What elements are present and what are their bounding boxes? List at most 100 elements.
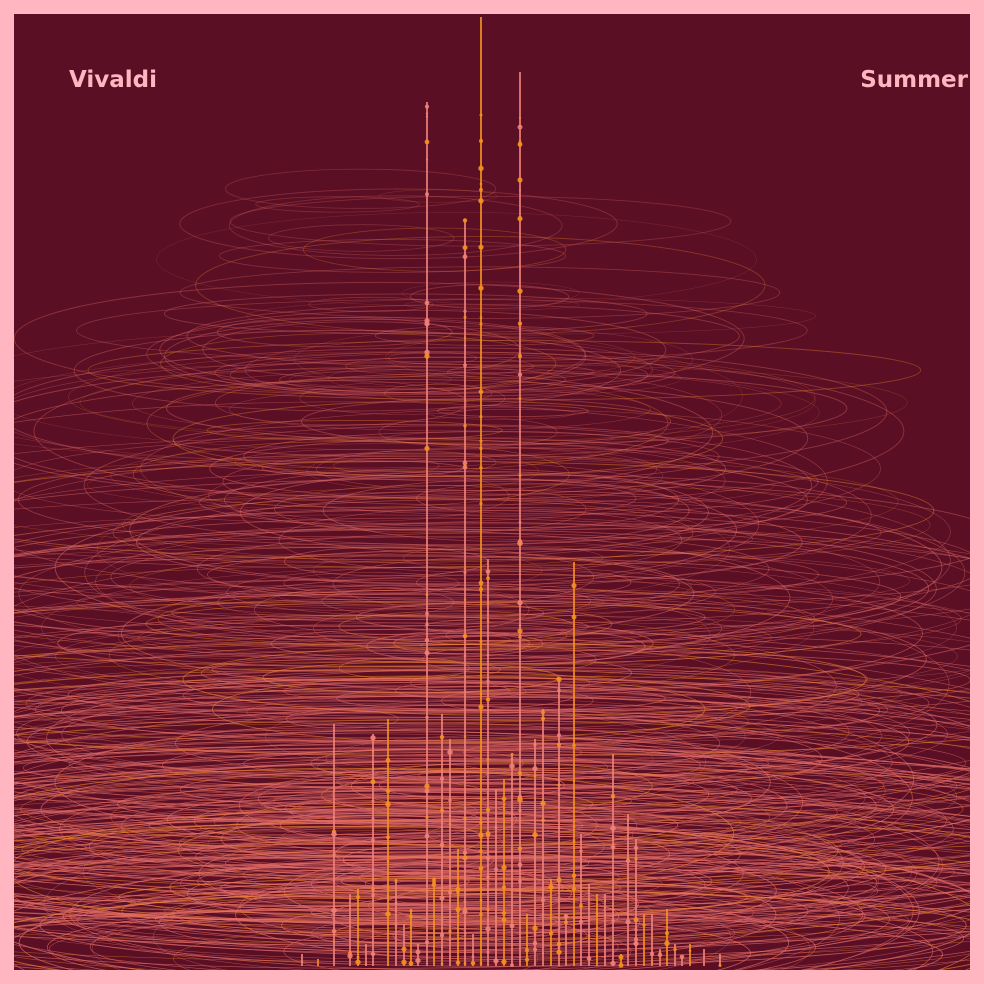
note-dot (517, 796, 523, 803)
ripple-ring (322, 479, 690, 542)
ripple-ring (14, 781, 970, 817)
note-dot (518, 189, 522, 192)
ripple-ring (160, 332, 557, 394)
ripple-ring (14, 753, 970, 900)
artwork-canvas: Vivaldi Summer (14, 14, 970, 970)
ripple-ring (14, 782, 970, 947)
ripple-ring (14, 864, 970, 886)
note-dot (634, 857, 638, 861)
ripple-ring (156, 212, 757, 307)
ripple-ring (14, 437, 872, 594)
note-dot (448, 890, 452, 895)
note-dot (364, 963, 368, 966)
ripple-ring (46, 667, 970, 809)
season-title: Summer (860, 67, 968, 93)
ripple-ring (410, 672, 591, 694)
note-dot (572, 779, 576, 782)
note-dot (470, 960, 476, 966)
ripple-ring (228, 195, 563, 256)
note-dot (479, 415, 483, 419)
note-dot (595, 907, 599, 910)
note-dot (408, 961, 414, 966)
note-dot (557, 688, 561, 693)
note-dot (665, 931, 669, 936)
ripple-ring (14, 767, 735, 899)
ripple-ring (313, 600, 722, 657)
note-dot (540, 800, 546, 806)
note-dot (541, 716, 545, 721)
note-dot (479, 692, 483, 696)
note-dot (518, 771, 522, 776)
ripple-ring (18, 888, 790, 970)
ripple-ring (14, 716, 970, 878)
note-dot (479, 446, 483, 451)
ripple-ring (14, 731, 886, 851)
ripple-ring (14, 574, 970, 714)
note-dot (518, 624, 522, 627)
ripple-ring (317, 753, 609, 780)
note-dot (485, 856, 491, 861)
note-dot (463, 463, 467, 466)
note-dot (425, 622, 429, 627)
ripple-ring (279, 366, 567, 394)
note-dot (425, 593, 429, 597)
note-dot (517, 177, 523, 183)
note-dot (533, 774, 537, 778)
ripple-ring (164, 894, 653, 929)
note-dot (371, 799, 375, 803)
ripple-ring (14, 866, 970, 884)
ripple-ring (409, 284, 570, 309)
note-dot (479, 821, 483, 825)
ripple-ring (14, 678, 914, 879)
note-dot (518, 117, 522, 120)
ripple-ring (207, 548, 819, 601)
note-dot (463, 363, 467, 368)
note-dot (424, 353, 430, 359)
note-dot (394, 901, 398, 905)
note-dot (485, 569, 491, 574)
ripple-ring (14, 478, 970, 599)
note-dot (385, 757, 391, 763)
note-dot (447, 749, 453, 755)
note-dot (356, 895, 360, 899)
ripple-ring (76, 585, 605, 621)
ripple-ring (294, 328, 694, 391)
ripple-ring (14, 746, 970, 898)
note-dot (371, 817, 375, 821)
note-dot (479, 849, 483, 853)
ripple-ring (196, 532, 770, 605)
ripple-ring (219, 238, 567, 273)
note-dot (449, 873, 451, 876)
ripple-ring (110, 543, 595, 611)
note-dot (479, 466, 483, 470)
ripple-ring (14, 808, 914, 970)
note-dot (463, 806, 467, 810)
note-dot (541, 710, 545, 715)
note-dot (462, 245, 468, 251)
note-dot (618, 962, 624, 968)
ripple-ring (14, 347, 888, 477)
ripple-ring (14, 362, 723, 469)
note-dot (478, 580, 484, 586)
note-dot (385, 788, 391, 794)
ripple-ring (140, 409, 881, 528)
ripple-ring (14, 908, 943, 970)
note-dot (332, 940, 336, 943)
ripple-ring (14, 351, 816, 451)
note-dot (371, 893, 375, 898)
ripple-ring (14, 566, 735, 653)
ripple-ring (14, 536, 970, 608)
ripple-ring (14, 401, 828, 562)
note-dot (486, 602, 490, 605)
note-dot (518, 473, 522, 477)
ripple-ring (146, 317, 586, 391)
ripple-ring (14, 759, 970, 958)
note-dot (494, 915, 498, 919)
note-dot (401, 959, 407, 965)
ripple-ring (164, 319, 587, 394)
ripple-ring (445, 624, 568, 646)
ripple-ring (199, 474, 848, 531)
ripple-ring (14, 535, 833, 662)
note-dot (479, 198, 483, 203)
note-dot (409, 909, 413, 913)
